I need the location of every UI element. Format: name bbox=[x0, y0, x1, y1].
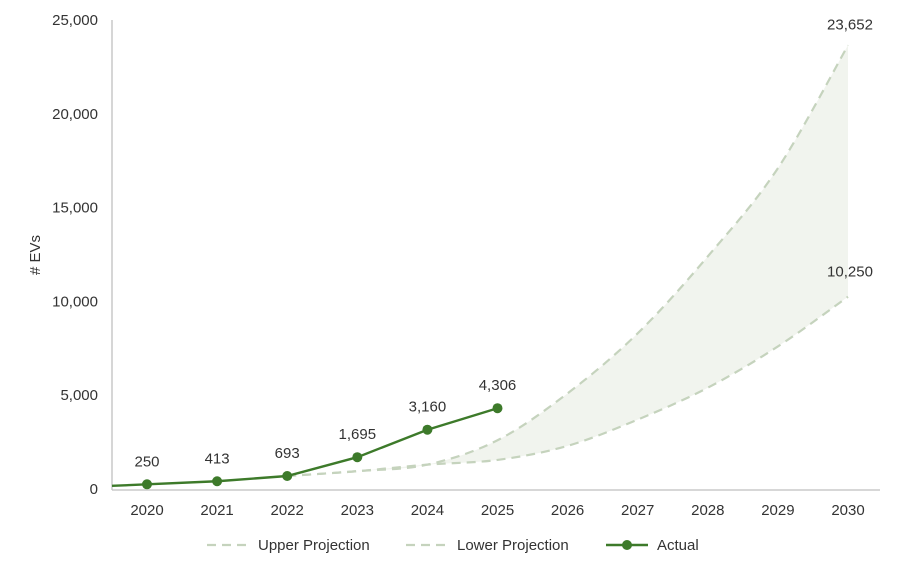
data-point-actual bbox=[492, 403, 503, 414]
data-label: 413 bbox=[205, 450, 230, 467]
x-tick-label: 2030 bbox=[831, 502, 864, 519]
x-tick-label: 2025 bbox=[481, 502, 514, 519]
x-tick-label: 2026 bbox=[551, 502, 584, 519]
y-tick-label: 25,000 bbox=[52, 12, 98, 29]
data-label: 693 bbox=[275, 445, 300, 462]
series-line-lower-projection bbox=[287, 295, 849, 478]
data-label: 1,695 bbox=[339, 426, 377, 443]
x-tick-label: 2022 bbox=[271, 502, 304, 519]
legend: Upper Projection Lower Projection Actual bbox=[207, 537, 699, 554]
y-axis-label: # EVs bbox=[27, 235, 44, 275]
data-label: 4,306 bbox=[479, 377, 517, 394]
series-line-upper-projection bbox=[287, 44, 849, 478]
x-tick-label: 2028 bbox=[691, 502, 724, 519]
legend-label: Actual bbox=[657, 537, 699, 554]
data-label: 3,160 bbox=[409, 399, 447, 416]
data-label: 10,250 bbox=[827, 264, 873, 281]
y-tick-label: 5,000 bbox=[60, 387, 98, 404]
projection-band bbox=[287, 45, 848, 476]
x-tick-label: 2027 bbox=[621, 502, 654, 519]
legend-label: Upper Projection bbox=[258, 537, 370, 554]
y-tick-label: 20,000 bbox=[52, 106, 98, 123]
x-tick-label: 2029 bbox=[761, 502, 794, 519]
legend-label: Lower Projection bbox=[457, 537, 569, 554]
data-point-actual bbox=[422, 424, 433, 435]
x-tick-label: 2020 bbox=[130, 502, 163, 519]
data-label: 250 bbox=[134, 453, 159, 470]
legend-marker bbox=[622, 540, 632, 550]
x-tick-label: 2021 bbox=[200, 502, 233, 519]
y-tick-label: 0 bbox=[90, 481, 98, 498]
data-point-actual bbox=[142, 479, 152, 490]
x-tick-label: 2024 bbox=[411, 502, 444, 519]
data-point-actual bbox=[212, 476, 223, 487]
x-tick-label: 2023 bbox=[341, 502, 374, 519]
y-tick-label: 10,000 bbox=[52, 293, 98, 310]
data-point-actual bbox=[282, 470, 293, 481]
data-point-actual bbox=[352, 452, 363, 463]
data-label: 23,652 bbox=[827, 16, 873, 33]
y-tick-label: 15,000 bbox=[52, 200, 98, 217]
